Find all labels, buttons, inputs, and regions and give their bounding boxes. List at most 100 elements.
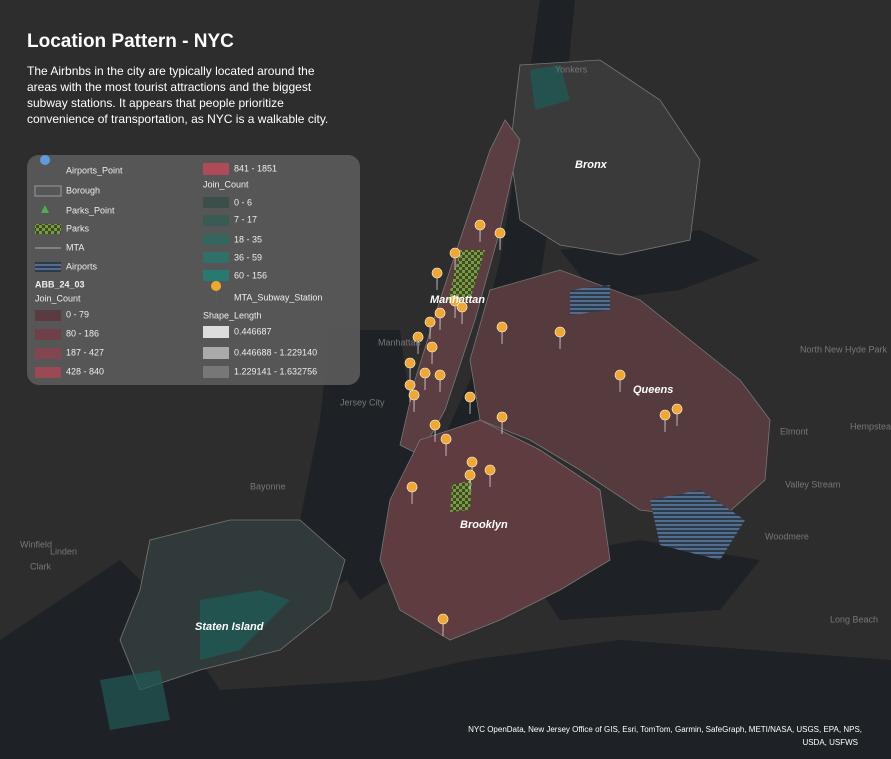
borough-label: Brooklyn (460, 519, 508, 531)
swatch (203, 163, 229, 175)
station-marker (496, 411, 508, 435)
swatch (35, 262, 61, 272)
legend-label: 60 - 156 (234, 270, 267, 280)
place-label: Long Beach (830, 614, 878, 624)
place-label: Valley Stream (785, 479, 840, 489)
place-label: Yonkers (555, 64, 588, 74)
place-label: Jersey City (340, 397, 385, 407)
borough-label: Staten Island (195, 621, 264, 633)
legend-label: Airports_Point (66, 165, 123, 175)
swatch (203, 366, 229, 378)
station-marker (406, 481, 418, 505)
station-marker (437, 613, 449, 637)
description: The Airbnbs in the city are typically lo… (27, 64, 328, 126)
place-label: Elmont (780, 426, 809, 436)
legend-label: Borough (66, 185, 100, 195)
place-label: North New Hyde Park (800, 344, 888, 354)
description-line: subway stations. It appears that people … (27, 96, 284, 110)
station-marker (474, 219, 486, 243)
legend-label: 428 - 840 (66, 366, 104, 376)
station-marker (426, 341, 438, 365)
description-line: convenience of transportation, as NYC is… (27, 112, 328, 126)
legend-label: 36 - 59 (234, 252, 262, 262)
swatch (41, 205, 49, 213)
legend-label: 0.446688 - 1.229140 (234, 347, 317, 357)
swatch (35, 224, 61, 234)
legend-label: MTA_Subway_Station (234, 292, 322, 302)
station-marker (419, 367, 431, 391)
description-line: The Airbnbs in the city are typically lo… (27, 64, 315, 78)
station-marker (449, 295, 461, 319)
station-marker (554, 326, 566, 350)
attribution: NYC OpenData, New Jersey Office of GIS, … (468, 725, 862, 734)
legend: Airports_Point Borough Parks_Point Parks… (27, 155, 360, 385)
station-marker (404, 357, 416, 381)
station-marker (466, 456, 478, 480)
swatch (203, 234, 229, 245)
swatch (35, 329, 61, 340)
place-label: Winfield (20, 539, 52, 549)
legend-label: Parks (66, 223, 90, 233)
station-marker (456, 301, 468, 325)
legend-label: 18 - 35 (234, 234, 262, 244)
swatch (35, 348, 61, 359)
station-marker (464, 391, 476, 415)
station-marker (412, 331, 424, 355)
description-line: areas with the most tourist attractions … (27, 80, 312, 94)
legend-heading: Shape_Length (203, 310, 262, 320)
legend-label: 0 - 79 (66, 309, 89, 319)
borough-label: Queens (633, 384, 673, 396)
legend-label: 0 - 6 (234, 197, 252, 207)
station-marker (440, 433, 452, 457)
legend-label: Parks_Point (66, 205, 115, 215)
station-marker (496, 321, 508, 345)
legend-label: MTA (66, 242, 84, 252)
swatch (203, 215, 229, 226)
station-marker (614, 369, 626, 393)
borough-label: Manhattan (430, 294, 485, 306)
park-polygons (100, 65, 570, 730)
swatch (35, 310, 61, 321)
borough-label: Bronx (575, 159, 608, 171)
swatch (203, 270, 229, 281)
legend-heading: ABB_24_03 (35, 279, 85, 289)
station-marker (494, 227, 506, 251)
legend-label: 7 - 17 (234, 214, 257, 224)
place-label: Linden (50, 546, 77, 556)
swatch (40, 155, 51, 178)
swatch (211, 281, 222, 304)
station-marker (404, 379, 416, 403)
subway-stations (404, 219, 683, 637)
attribution: USDA, USFWS (802, 738, 858, 747)
place-label: Bayonne (250, 481, 286, 491)
station-marker (484, 464, 496, 488)
legend-label: Airports (66, 261, 98, 271)
swatch (203, 326, 229, 338)
place-label: Hempstead (850, 421, 891, 431)
place-label: Clark (30, 561, 52, 571)
swatch (203, 347, 229, 359)
swatch (203, 197, 229, 208)
title: Location Pattern - NYC (27, 31, 234, 52)
station-marker (659, 409, 671, 433)
borough-labels: Bronx Manhattan Queens Brooklyn Staten I… (195, 159, 673, 633)
station-marker (449, 247, 461, 271)
legend-box (27, 155, 360, 385)
legend-label: 1.229141 - 1.632756 (234, 366, 317, 376)
swatch (34, 185, 62, 197)
station-marker (464, 469, 476, 493)
place-label: Woodmere (765, 531, 809, 541)
station-marker (434, 369, 446, 393)
legend-label: 187 - 427 (66, 347, 104, 357)
airport-lga (570, 285, 610, 315)
legend-label: 841 - 1851 (234, 163, 277, 173)
swatch (35, 367, 61, 378)
swatch (203, 252, 229, 263)
legend-heading: Join_Count (203, 179, 249, 189)
station-marker (429, 419, 441, 443)
legend-heading: Join_Count (35, 293, 81, 303)
station-marker (424, 316, 436, 340)
legend-label: 80 - 186 (66, 328, 99, 338)
legend-label: 0.446687 (234, 326, 272, 336)
